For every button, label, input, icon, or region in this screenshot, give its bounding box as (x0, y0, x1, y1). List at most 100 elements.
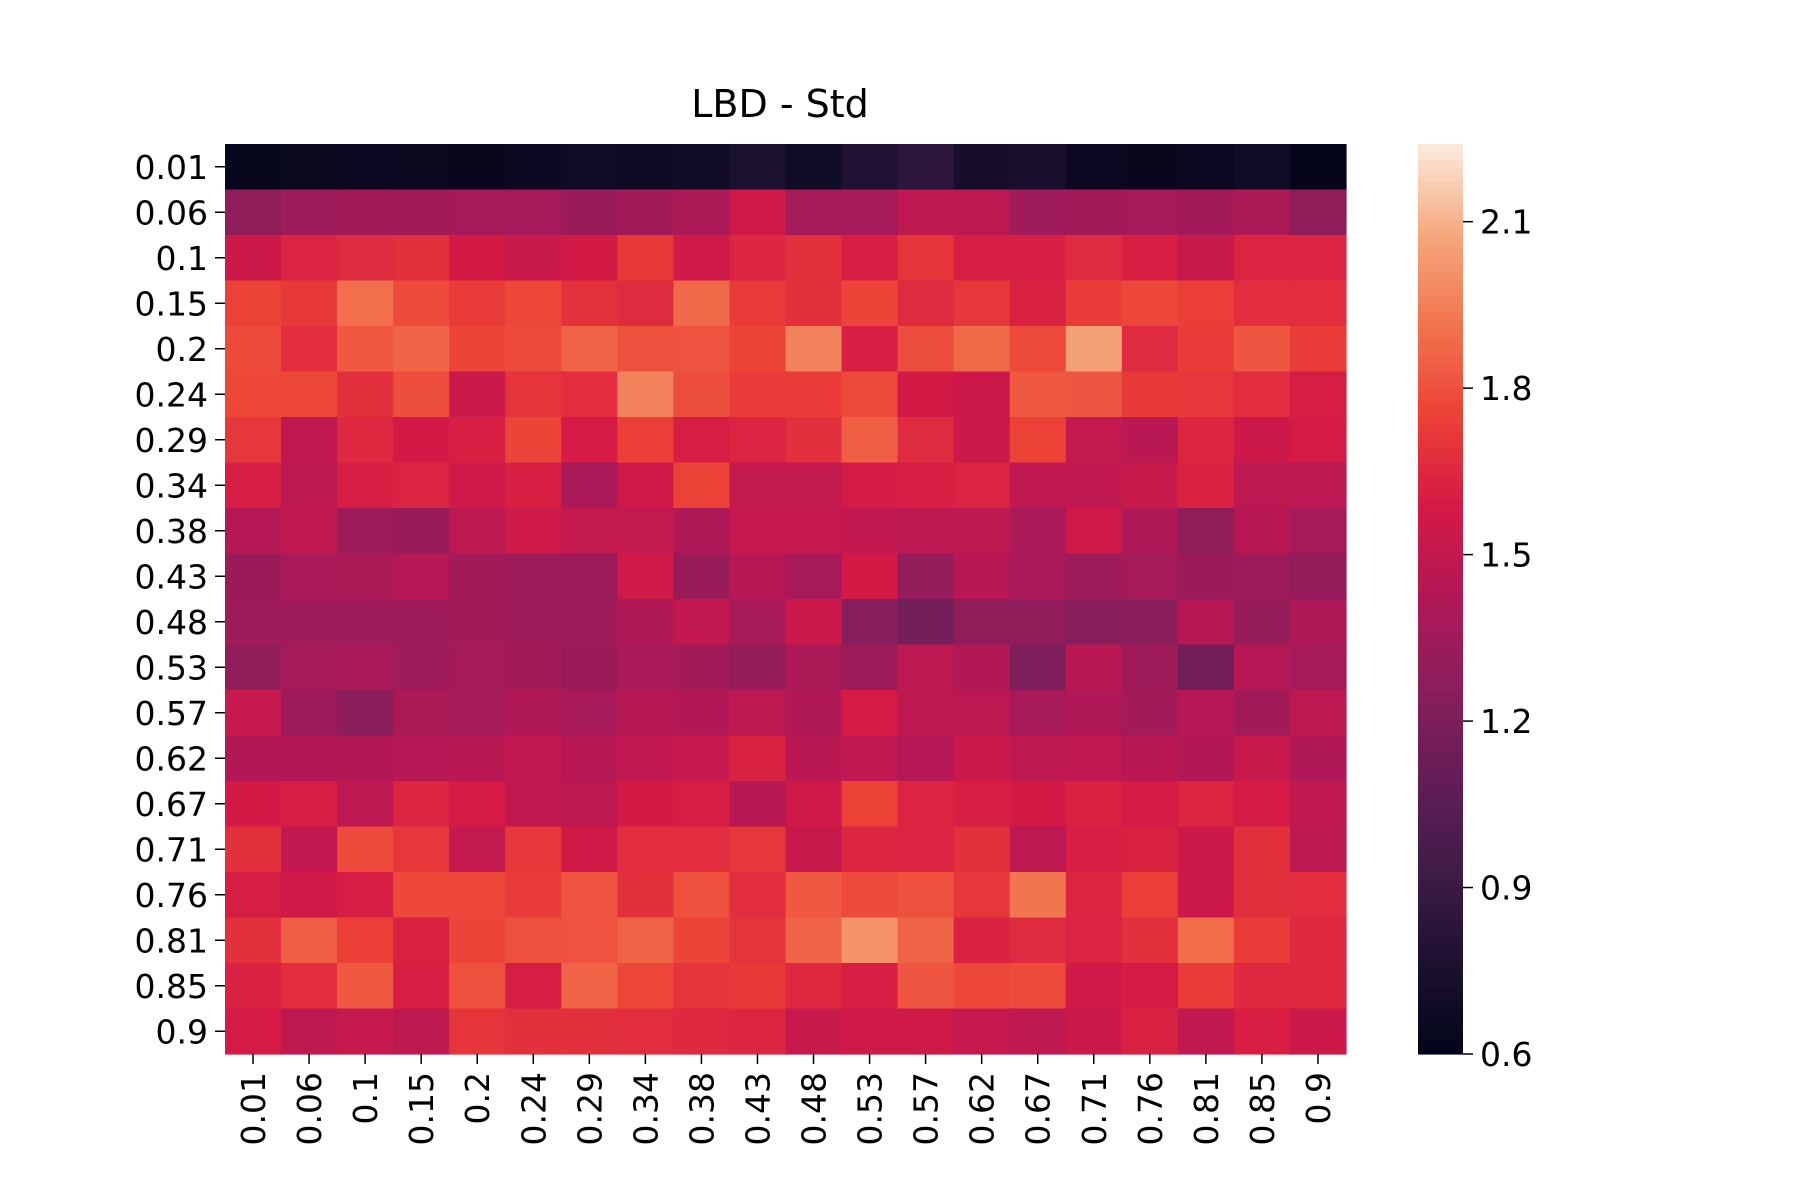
heatmap-cell (1009, 280, 1067, 327)
heatmap-cell (449, 508, 506, 555)
heatmap-cell (1233, 553, 1291, 600)
heatmap-cell (617, 462, 674, 509)
heatmap-cell (1065, 371, 1123, 418)
heatmap-cell (897, 690, 955, 737)
colorbar-segment (1418, 644, 1463, 653)
heatmap-cell (1233, 735, 1291, 782)
colorbar-segment (1418, 197, 1463, 206)
colorbar-segment (1418, 515, 1463, 524)
heatmap-cell (1289, 235, 1347, 282)
colorbar-segment (1418, 690, 1463, 699)
heatmap-cell (449, 189, 506, 236)
heatmap-cell (1065, 462, 1123, 509)
chart-title: LBD - Std (691, 82, 869, 126)
heatmap-cell (617, 326, 674, 373)
heatmap-cell (617, 690, 674, 737)
colorbar-segment (1418, 538, 1463, 547)
heatmap-cell (1065, 280, 1123, 327)
heatmap-cell (953, 235, 1011, 282)
heatmap-cell (225, 417, 282, 464)
heatmap-cell (561, 189, 618, 236)
heatmap-cell (449, 462, 506, 509)
heatmap-cell (393, 189, 450, 236)
heatmap-cell (841, 690, 899, 737)
heatmap-cell (1121, 326, 1179, 373)
heatmap-cell (1289, 508, 1347, 555)
heatmap-cell (393, 235, 450, 282)
x-tick-label: 0.43 (738, 1072, 777, 1145)
heatmap-cell (1177, 690, 1235, 737)
heatmap-cell (617, 1008, 674, 1055)
colorbar-segment (1418, 568, 1463, 577)
heatmap-cell (841, 826, 899, 873)
heatmap-cell (337, 326, 394, 373)
heatmap-cell (729, 917, 787, 964)
colorbar-segment (1418, 417, 1463, 426)
heatmap-cell (673, 1008, 731, 1055)
x-tick-label: 0.34 (626, 1072, 665, 1145)
heatmap-cell (1009, 553, 1067, 600)
heatmap-cell (953, 280, 1011, 327)
heatmap-cell (281, 326, 338, 373)
colorbar-segment (1418, 803, 1463, 812)
heatmap-cell (1289, 326, 1347, 373)
heatmap-cell (561, 644, 618, 691)
heatmap-cell (729, 462, 787, 509)
colorbar-segment (1418, 1023, 1463, 1032)
colorbar-tick-label: 1.5 (1480, 536, 1532, 575)
heatmap-cell (617, 508, 674, 555)
heatmap-cell (673, 144, 731, 191)
heatmap-cell (1289, 417, 1347, 464)
heatmap-cell (225, 1008, 282, 1055)
colorbar-segment (1418, 553, 1463, 562)
heatmap-cell (1177, 371, 1235, 418)
heatmap-cell (1233, 235, 1291, 282)
heatmap-cell (225, 690, 282, 737)
colorbar-segment (1418, 970, 1463, 979)
heatmap-cell (449, 963, 506, 1010)
colorbar-segment (1418, 295, 1463, 304)
heatmap-cell (1121, 280, 1179, 327)
heatmap-cell (729, 189, 787, 236)
colorbar-segment (1418, 432, 1463, 441)
colorbar-segment (1418, 341, 1463, 350)
heatmap-cell (225, 553, 282, 600)
colorbar-segment (1418, 743, 1463, 752)
heatmap-cell (729, 826, 787, 873)
heatmap-cell (1289, 189, 1347, 236)
heatmap-cell (841, 462, 899, 509)
heatmap-cell (617, 644, 674, 691)
colorbar-segment (1418, 978, 1463, 987)
heatmap-cell (337, 508, 394, 555)
heatmap-cell (1065, 917, 1123, 964)
heatmap-cell (673, 826, 731, 873)
y-tick-label: 0.81 (135, 921, 208, 960)
heatmap-cell (1065, 690, 1123, 737)
heatmap-cell (1233, 326, 1291, 373)
colorbar-segment (1418, 530, 1463, 539)
x-tick-label: 0.57 (907, 1072, 946, 1145)
heatmap-cell (1177, 508, 1235, 555)
heatmap-cell (785, 872, 843, 919)
heatmap-cell (617, 826, 674, 873)
x-tick-label: 0.2 (458, 1072, 497, 1124)
heatmap-cell (505, 553, 562, 600)
y-tick-label: 0.67 (135, 785, 208, 824)
heatmap-cell (841, 144, 899, 191)
heatmap-cell (1009, 826, 1067, 873)
heatmap-cell (1177, 280, 1235, 327)
heatmap-cell (673, 917, 731, 964)
heatmap-cell (1009, 144, 1067, 191)
y-tick-label: 0.62 (135, 739, 208, 778)
heatmap-cell (225, 189, 282, 236)
colorbar-segment (1418, 523, 1463, 532)
heatmap-cell (785, 553, 843, 600)
heatmap-cell (1121, 917, 1179, 964)
heatmap-cell (281, 1008, 338, 1055)
heatmap-cell (337, 644, 394, 691)
heatmap-cell (1065, 644, 1123, 691)
heatmap-cell (1177, 417, 1235, 464)
heatmap-cell (785, 462, 843, 509)
colorbar-segment (1418, 894, 1463, 903)
heatmap-cell (953, 371, 1011, 418)
